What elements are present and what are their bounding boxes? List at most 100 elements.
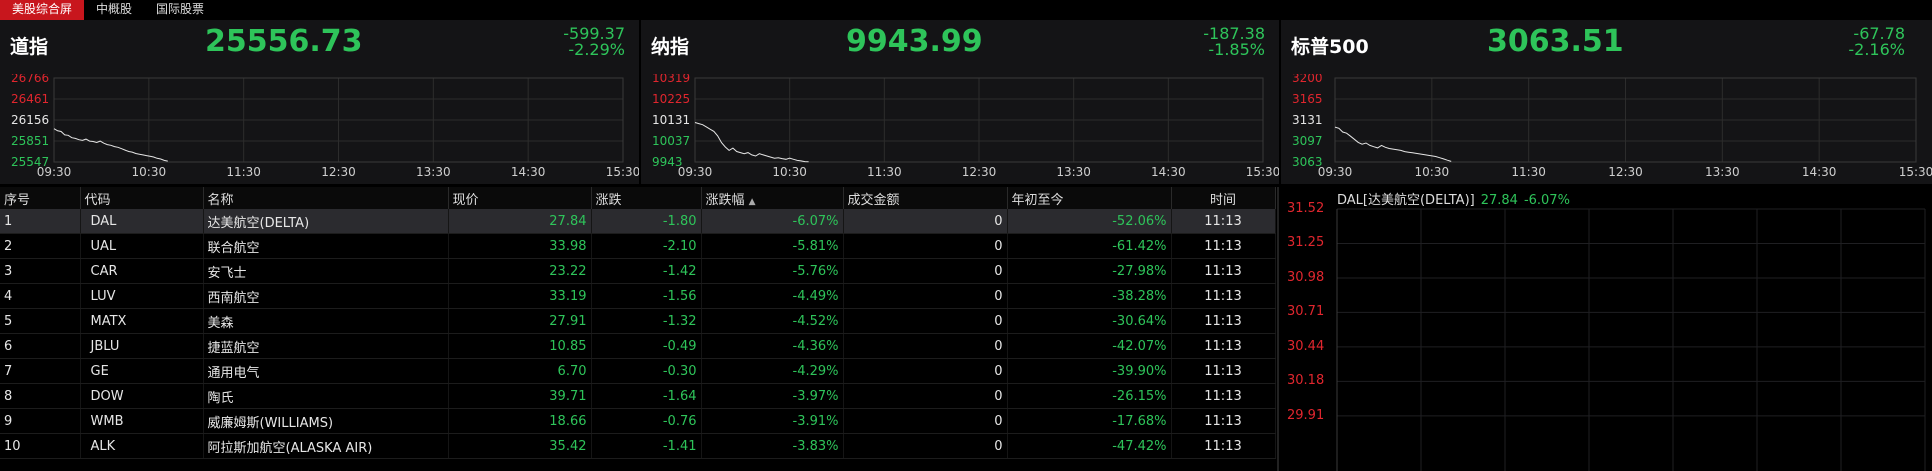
index-name: 道指 bbox=[10, 36, 49, 58]
table-row[interactable]: 7 GE 通用电气 6.70 -0.30 -4.29% 0 -39.90% 11:13 bbox=[0, 358, 1276, 384]
y-tick-label: 25851 bbox=[11, 134, 49, 148]
index-change-points: -187.38 bbox=[1203, 24, 1265, 43]
col-header-time[interactable]: 时间 bbox=[1171, 187, 1276, 209]
row-time: 11:13 bbox=[1171, 333, 1276, 359]
row-code: CAR bbox=[80, 258, 204, 284]
row-code: WMB bbox=[80, 408, 204, 434]
y-tick-label: 26766 bbox=[11, 74, 49, 85]
table-header: 序号 代码 名称 现价 涨跌 涨跌幅 ▲ 成交金额 年初至今 时间 bbox=[0, 187, 1276, 209]
index-panel-nasdaq[interactable]: 纳指 9943.99 -187.38 -1.85% 10319 10225 1013… bbox=[641, 20, 1281, 184]
row-index: 9 bbox=[0, 408, 81, 434]
row-name: 美森 bbox=[203, 308, 449, 334]
row-turnover: 0 bbox=[843, 408, 1008, 434]
table-row[interactable]: 10 ALK 阿拉斯加航空(ALASKA AIR) 35.42 -1.41 -3.83% 0… bbox=[0, 433, 1276, 459]
x-tick-label: 14:30 bbox=[1802, 165, 1837, 179]
index-panels: 道指 25556.73 -599.37 -2.29% 26766 26461 261… bbox=[0, 20, 1932, 184]
index-panel-sp500[interactable]: 标普500 3063.51 -67.78 -2.16% 3200 3165 3131… bbox=[1281, 20, 1932, 184]
row-change-pct: -4.49% bbox=[701, 283, 844, 309]
detail-y-tick-label: 30.98 bbox=[1287, 269, 1325, 285]
table-row[interactable]: 1 DAL 达美航空(DELTA) 27.84 -1.80 -6.07% 0 -52.06% 1… bbox=[0, 209, 1276, 234]
row-price: 18.66 bbox=[448, 408, 592, 434]
table-row[interactable]: 3 CAR 安飞士 23.22 -1.42 -5.76% 0 -27.98% 11:13 bbox=[0, 258, 1276, 284]
x-tick-label: 13:30 bbox=[1705, 165, 1740, 179]
detail-price: 27.84 bbox=[1480, 193, 1518, 208]
row-change-pct: -3.97% bbox=[701, 383, 844, 409]
col-header-label: 涨跌幅 bbox=[705, 192, 745, 208]
chart-frame bbox=[694, 77, 1264, 163]
tab-international[interactable]: 国际股票 bbox=[156, 2, 205, 16]
row-turnover: 0 bbox=[843, 283, 1008, 309]
x-tick-label: 14:30 bbox=[511, 165, 546, 179]
y-tick-label: 3063 bbox=[1292, 155, 1323, 169]
y-tick-label: 3131 bbox=[1292, 113, 1323, 127]
index-name: 纳指 bbox=[651, 36, 690, 58]
detail-y-tick-label: 31.25 bbox=[1287, 235, 1325, 251]
x-tick-label: 15:30 bbox=[1899, 165, 1932, 179]
x-tick-label: 11:30 bbox=[1511, 165, 1546, 179]
price-line bbox=[1334, 126, 1452, 162]
row-index: 7 bbox=[0, 358, 81, 384]
stock-detail-chart[interactable]: DAL[达美航空(DELTA)] 27.84 -6.07% 31.52 31.25 30… bbox=[1277, 187, 1932, 471]
x-tick-label: 14:30 bbox=[1151, 165, 1186, 179]
chart-frame bbox=[1334, 77, 1917, 163]
tab-us-stocks[interactable]: 美股综合屏 bbox=[0, 0, 85, 20]
x-tick-label: 10:30 bbox=[132, 165, 167, 179]
row-price: 35.42 bbox=[448, 433, 592, 459]
row-change-pct: -4.36% bbox=[701, 333, 844, 359]
col-header-turnover[interactable]: 成交金额 bbox=[843, 187, 1008, 209]
row-change: -1.64 bbox=[591, 383, 702, 409]
row-code: GE bbox=[80, 358, 204, 384]
y-tick-label: 3200 bbox=[1292, 74, 1323, 85]
row-index: 6 bbox=[0, 333, 81, 359]
row-change-pct: -4.52% bbox=[701, 308, 844, 334]
market-tabs: 美股综合屏 中概股 国际股票 bbox=[0, 0, 216, 20]
index-change-pct: -1.85% bbox=[1208, 40, 1265, 59]
x-tick-label: 11:30 bbox=[226, 165, 261, 179]
table-row[interactable]: 8 DOW 陶氏 39.71 -1.64 -3.97% 0 -26.15% 11:13 bbox=[0, 383, 1276, 409]
row-price: 23.22 bbox=[448, 258, 592, 284]
table-row[interactable]: 6 JBLU 捷蓝航空 10.85 -0.49 -4.36% 0 -42.07% 11:13 bbox=[0, 333, 1276, 359]
col-header-change[interactable]: 涨跌 bbox=[591, 187, 702, 209]
detail-change-pct: -6.07% bbox=[1523, 193, 1570, 208]
col-header-change-pct[interactable]: 涨跌幅 ▲ bbox=[701, 187, 844, 209]
detail-y-tick-label: 30.18 bbox=[1287, 373, 1325, 389]
y-tick-label: 10319 bbox=[652, 74, 690, 85]
col-header-index[interactable]: 序号 bbox=[0, 187, 81, 209]
row-time: 11:13 bbox=[1171, 383, 1276, 409]
col-header-code[interactable]: 代码 bbox=[80, 187, 204, 209]
col-header-name[interactable]: 名称 bbox=[203, 187, 449, 209]
row-time: 11:13 bbox=[1171, 408, 1276, 434]
row-turnover: 0 bbox=[843, 209, 1008, 234]
row-code: UAL bbox=[80, 233, 204, 259]
detail-y-tick-label: 31.52 bbox=[1287, 201, 1325, 216]
row-index: 8 bbox=[0, 383, 81, 409]
row-ytd: -30.64% bbox=[1007, 308, 1172, 334]
row-code: DOW bbox=[80, 383, 204, 409]
row-change: -0.49 bbox=[591, 333, 702, 359]
col-header-price[interactable]: 现价 bbox=[448, 187, 592, 209]
detail-y-tick-label: 30.44 bbox=[1287, 338, 1325, 354]
index-panel-dow[interactable]: 道指 25556.73 -599.37 -2.29% 26766 26461 261… bbox=[0, 20, 641, 184]
row-change: -1.80 bbox=[591, 209, 702, 234]
row-name: 安飞士 bbox=[203, 258, 449, 284]
table-row[interactable]: 5 MATX 美森 27.91 -1.32 -4.52% 0 -30.64% 11:13 bbox=[0, 308, 1276, 334]
row-price: 33.98 bbox=[448, 233, 592, 259]
row-change-pct: -4.29% bbox=[701, 358, 844, 384]
row-time: 11:13 bbox=[1171, 433, 1276, 459]
index-change: -599.37 -2.29% bbox=[563, 26, 625, 58]
index-change-points: -599.37 bbox=[563, 24, 625, 43]
row-price: 10.85 bbox=[448, 333, 592, 359]
table-row[interactable]: 9 WMB 威廉姆斯(WILLIAMS) 18.66 -0.76 -3.91% 0 -17.6… bbox=[0, 408, 1276, 434]
table-row[interactable]: 4 LUV 西南航空 33.19 -1.56 -4.49% 0 -38.28% 11:13 bbox=[0, 283, 1276, 309]
x-tick-label: 15:30 bbox=[606, 165, 639, 179]
col-header-ytd[interactable]: 年初至今 bbox=[1007, 187, 1172, 209]
index-value: 3063.51 bbox=[1487, 24, 1624, 59]
row-time: 11:13 bbox=[1171, 358, 1276, 384]
row-name: 阿拉斯加航空(ALASKA AIR) bbox=[203, 433, 449, 459]
row-ytd: -39.90% bbox=[1007, 358, 1172, 384]
x-tick-label: 09:30 bbox=[1318, 165, 1353, 179]
row-turnover: 0 bbox=[843, 308, 1008, 334]
index-change: -67.78 -2.16% bbox=[1848, 26, 1905, 58]
table-row[interactable]: 2 UAL 联合航空 33.98 -2.10 -5.81% 0 -61.42% 11:13 bbox=[0, 233, 1276, 259]
tab-china-concept[interactable]: 中概股 bbox=[96, 2, 133, 16]
